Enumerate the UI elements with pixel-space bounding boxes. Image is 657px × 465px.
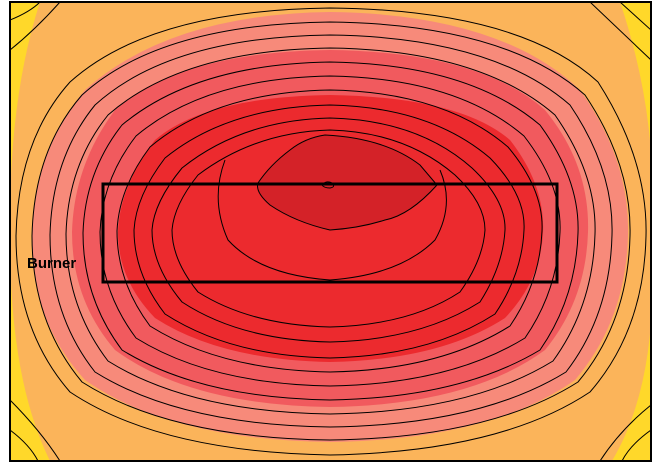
burner-outline xyxy=(101,182,559,284)
contour-line xyxy=(217,159,447,281)
plot-frame xyxy=(9,1,652,462)
contour-line xyxy=(151,117,506,343)
contour-lines xyxy=(10,2,651,461)
contour-line xyxy=(589,2,651,61)
contour-line xyxy=(621,429,651,461)
contour-peak-marker xyxy=(321,181,335,189)
contour-line xyxy=(599,404,651,461)
contour-bands xyxy=(10,2,651,461)
contour-line xyxy=(10,2,61,51)
contour-line xyxy=(31,21,631,441)
contour-line xyxy=(15,7,647,456)
contour-line xyxy=(49,34,613,428)
contour-line xyxy=(619,2,651,31)
contour-line xyxy=(10,399,61,461)
contour-line xyxy=(116,89,543,373)
contour-line xyxy=(65,47,596,415)
contour-line xyxy=(10,429,39,461)
contour-line xyxy=(99,75,561,387)
burner-label: Burner xyxy=(27,255,76,272)
contour-line xyxy=(82,61,579,401)
contour-line xyxy=(257,134,438,231)
contour-line xyxy=(133,104,525,359)
contour-line xyxy=(10,2,41,21)
